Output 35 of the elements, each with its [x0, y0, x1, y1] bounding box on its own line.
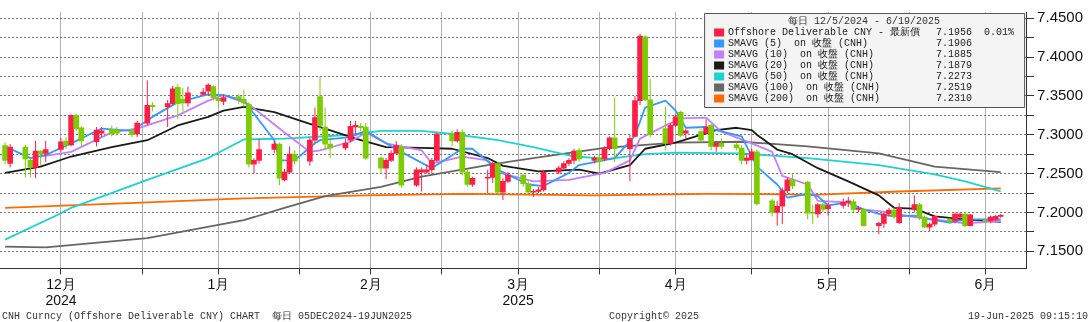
annotation: 7.1906: [936, 38, 973, 50]
x-tick-label: 4月: [664, 275, 687, 292]
annotation: 7.2273: [936, 71, 973, 83]
x-tick-label: 5月: [817, 275, 839, 292]
annotation: 7.2310: [936, 93, 973, 105]
x-tick-label: 6月: [974, 275, 997, 292]
y-tick-label: 7.4500: [1037, 8, 1084, 26]
annotation: 7.1879: [936, 60, 973, 72]
candlestick: [997, 213, 1004, 219]
legend-label: SMAVG (5) on 收盤 (CNH): [728, 37, 869, 50]
legend-label: SMAVG (10) on 收盤 (CNH): [728, 48, 875, 61]
legend-label: SMAVG (200) on 收盤 (CNH): [728, 92, 881, 105]
candlestick: [967, 213, 974, 227]
y-tick-label: 7.3500: [1037, 86, 1084, 104]
y-tick-label: 7.3000: [1037, 124, 1084, 142]
legend-label: SMAVG (100) on 收盤 (CNH): [728, 81, 881, 94]
y-tick-label: 7.1500: [1037, 241, 1084, 259]
candlestick: [42, 140, 49, 163]
y-tick-label: 7.2500: [1037, 163, 1084, 181]
y-tick-label: 7.2000: [1037, 202, 1084, 220]
legend-label: SMAVG (20) on 收盤 (CNH): [728, 59, 875, 72]
x-tick-label: 2月: [359, 275, 382, 292]
legend-label: Offshore Deliverable CNY - 最新價: [728, 26, 921, 39]
annotation: 7.2519: [936, 82, 973, 94]
legend-label: SMAVG (50) on 收盤 (CNH): [728, 70, 875, 83]
x-tick-label: 1月: [207, 275, 230, 292]
y-tick-label: 7.4000: [1037, 47, 1084, 65]
text: CNH Curncy (Offshore Deliverable CNY) CHART 每日 05DEC2024-19JUN2025: [2, 309, 413, 322]
candlestick: [840, 197, 847, 210]
x-tick-label: 3月 2025: [502, 275, 534, 309]
text: 19-Jun-2025 09:15:10: [967, 310, 1088, 322]
annotation: 7.1885: [936, 49, 973, 61]
x-tick-label: 12月 2024: [45, 275, 77, 309]
text: 7.1956 0.01%: [936, 27, 1015, 39]
text: Copyright© 2025: [608, 310, 700, 322]
